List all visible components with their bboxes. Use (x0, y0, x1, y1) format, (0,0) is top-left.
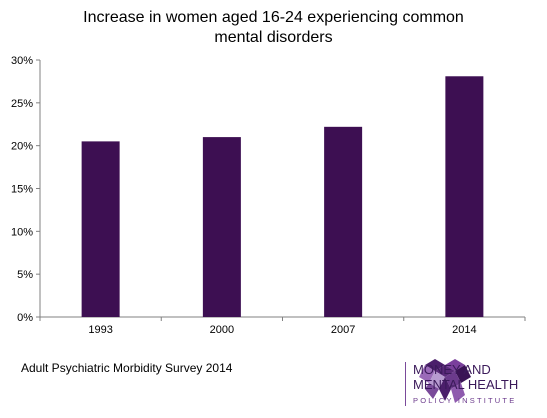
bar-1993 (81, 141, 120, 317)
x-tick-label: 2014 (452, 324, 476, 336)
source-note: Adult Psychiatric Morbidity Survey 2014 (21, 361, 233, 375)
mmhpi-logo-icon (419, 359, 471, 403)
y-tick-label: 25% (11, 98, 33, 110)
bar-chart: 0% 5% 10% 15% 20% 25% 30% 1993 2000 2007 2014 (11, 55, 526, 336)
bar-2000 (202, 137, 241, 317)
y-tick-label: 10% (11, 226, 33, 238)
chart-title: Increase in women aged 16-24 experiencin… (0, 8, 547, 48)
logo-wordmark: MONEY AND MENTAL HEALTH POLICY INSTITUTE (413, 362, 518, 408)
logo-line-3: POLICY INSTITUTE (413, 396, 517, 405)
chart-title-line-1: Increase in women aged 16-24 experiencin… (83, 9, 464, 26)
y-tick-label: 20% (11, 141, 33, 153)
y-tick-label: 5% (17, 269, 33, 281)
chart-title-line-2: mental disorders (214, 29, 333, 46)
x-tick-label: 1993 (88, 324, 112, 336)
y-tick-label: 30% (11, 55, 33, 67)
logo-divider (405, 362, 406, 406)
logo-line-2: MENTAL HEALTH (413, 377, 519, 392)
y-tick-label: 15% (11, 184, 33, 196)
x-tick-label: 2000 (210, 324, 234, 336)
x-tick-label: 2007 (331, 324, 355, 336)
logo-line-1: MONEY AND (413, 362, 491, 377)
y-tick-label: 0% (17, 312, 33, 324)
bar-2007 (324, 126, 363, 317)
bar-2014 (445, 76, 484, 317)
